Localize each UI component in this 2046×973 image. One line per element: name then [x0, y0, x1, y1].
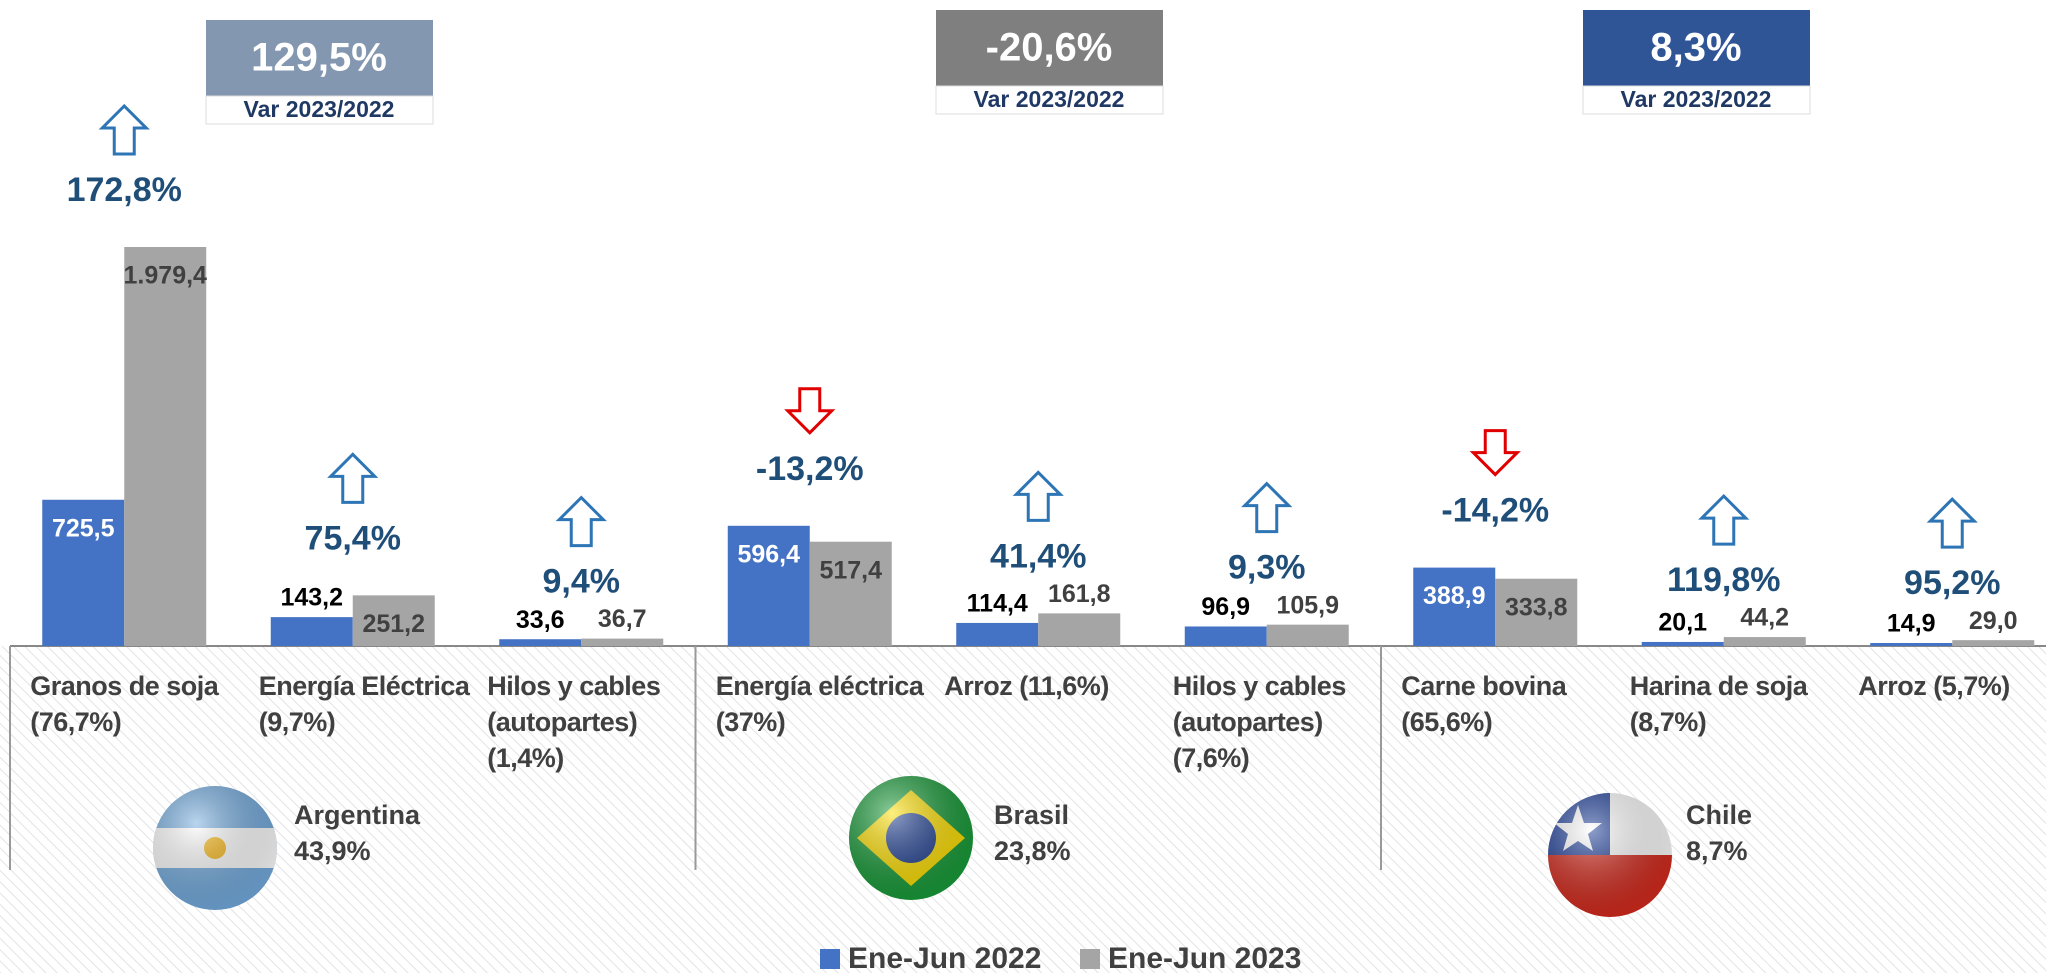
flag-brasil	[849, 776, 973, 900]
bar	[499, 639, 582, 646]
bar	[956, 622, 1039, 646]
value-label: 20,1	[1658, 609, 1707, 637]
arrow-up	[555, 495, 607, 548]
country-name: Argentina	[294, 800, 421, 830]
variation-box	[936, 10, 1163, 86]
value-label: 114,4	[967, 590, 1028, 618]
change-label: 95,2%	[1904, 564, 2000, 602]
bar	[727, 525, 810, 646]
category-label: Hilos y cables (autopartes) (1,4%)	[487, 671, 661, 773]
variation-label: 129,5%	[251, 36, 387, 80]
bar	[581, 638, 664, 646]
hatched-background	[0, 646, 2046, 973]
change-label: -13,2%	[756, 450, 864, 488]
value-label: 96,9	[1201, 593, 1250, 621]
bar	[1723, 637, 1806, 646]
flag-chile	[1548, 793, 1672, 917]
variation-label: -20,6%	[986, 26, 1113, 70]
bar	[352, 595, 435, 646]
category-label: Energía Eléctrica (9,7%)	[258, 671, 470, 737]
bar	[42, 499, 125, 646]
flag-argentina	[153, 786, 277, 910]
value-label: 105,9	[1276, 591, 1339, 619]
category-label: Carne bovina (65,6%)	[1401, 671, 1567, 737]
variation-caption: Var 2023/2022	[244, 96, 395, 122]
arrow-up	[327, 452, 379, 504]
country-share: 43,9%	[294, 836, 371, 866]
category-label: Hilos y cables (autopartes) (7,6%)	[1172, 671, 1347, 773]
value-label: 725,5	[52, 514, 115, 542]
legend-swatch	[820, 949, 840, 969]
category-label: Arroz (11,6%)	[944, 671, 1109, 701]
category-label: Granos de soja (76,7%)	[30, 671, 219, 737]
variation-caption: Var 2023/2022	[1621, 86, 1772, 112]
bar	[1641, 641, 1724, 646]
category-label: Energía eléctrica (37%)	[715, 671, 924, 737]
value-label: 333,8	[1505, 593, 1568, 621]
category-label: Arroz (5,7%)	[1858, 671, 2010, 701]
legend-label: Ene-Jun 2023	[1108, 942, 1301, 973]
value-label: 29,0	[1969, 607, 2018, 635]
change-label: 9,3%	[1228, 549, 1306, 587]
value-label: 36,7	[598, 605, 647, 633]
bar	[1184, 626, 1267, 646]
value-label: 1.979,4	[124, 262, 208, 290]
bar	[1266, 624, 1349, 646]
value-label: 44,2	[1740, 604, 1789, 632]
country-share: 8,7%	[1686, 836, 1748, 866]
arrow-up	[98, 103, 150, 156]
value-label: 161,8	[1048, 580, 1111, 608]
legend-swatch	[1080, 949, 1100, 969]
variation-box	[206, 20, 433, 96]
country-name: Chile	[1686, 800, 1752, 830]
bar	[1495, 578, 1578, 646]
arrow-down	[784, 387, 836, 435]
variation-caption: Var 2023/2022	[974, 86, 1125, 112]
value-label: 143,2	[280, 584, 343, 612]
arrow-down	[1469, 429, 1521, 477]
bar	[809, 541, 892, 646]
bar	[270, 617, 353, 646]
change-label: 172,8%	[67, 171, 182, 209]
bar	[1038, 613, 1121, 646]
arrow-up	[1926, 497, 1978, 549]
value-label: 596,4	[737, 540, 800, 568]
change-label: -14,2%	[1441, 492, 1549, 530]
variation-caption-box	[1582, 85, 1811, 115]
bar	[1870, 642, 1953, 646]
value-label: 33,6	[516, 606, 565, 634]
legend-label: Ene-Jun 2022	[848, 942, 1041, 973]
arrow-up	[1241, 481, 1293, 534]
change-label: 41,4%	[990, 537, 1086, 575]
arrow-up	[1698, 493, 1750, 546]
change-label: 75,4%	[305, 519, 401, 557]
arrow-up	[1012, 470, 1064, 522]
value-label: 251,2	[362, 610, 425, 638]
value-label: 14,9	[1887, 610, 1936, 638]
bar	[1952, 640, 2035, 646]
variation-caption-box	[205, 95, 434, 125]
category-label: Harina de soja (8,7%)	[1629, 671, 1808, 737]
variation-box	[1583, 10, 1810, 86]
country-share: 23,8%	[994, 836, 1071, 866]
value-label: 388,9	[1423, 582, 1486, 610]
variation-label: 8,3%	[1650, 26, 1741, 70]
variation-caption-box	[935, 85, 1164, 115]
change-label: 9,4%	[543, 563, 621, 601]
country-name: Brasil	[994, 800, 1069, 830]
bar	[124, 247, 207, 646]
value-label: 517,4	[819, 556, 882, 584]
change-label: 119,8%	[1667, 561, 1780, 599]
bar	[1413, 567, 1496, 646]
